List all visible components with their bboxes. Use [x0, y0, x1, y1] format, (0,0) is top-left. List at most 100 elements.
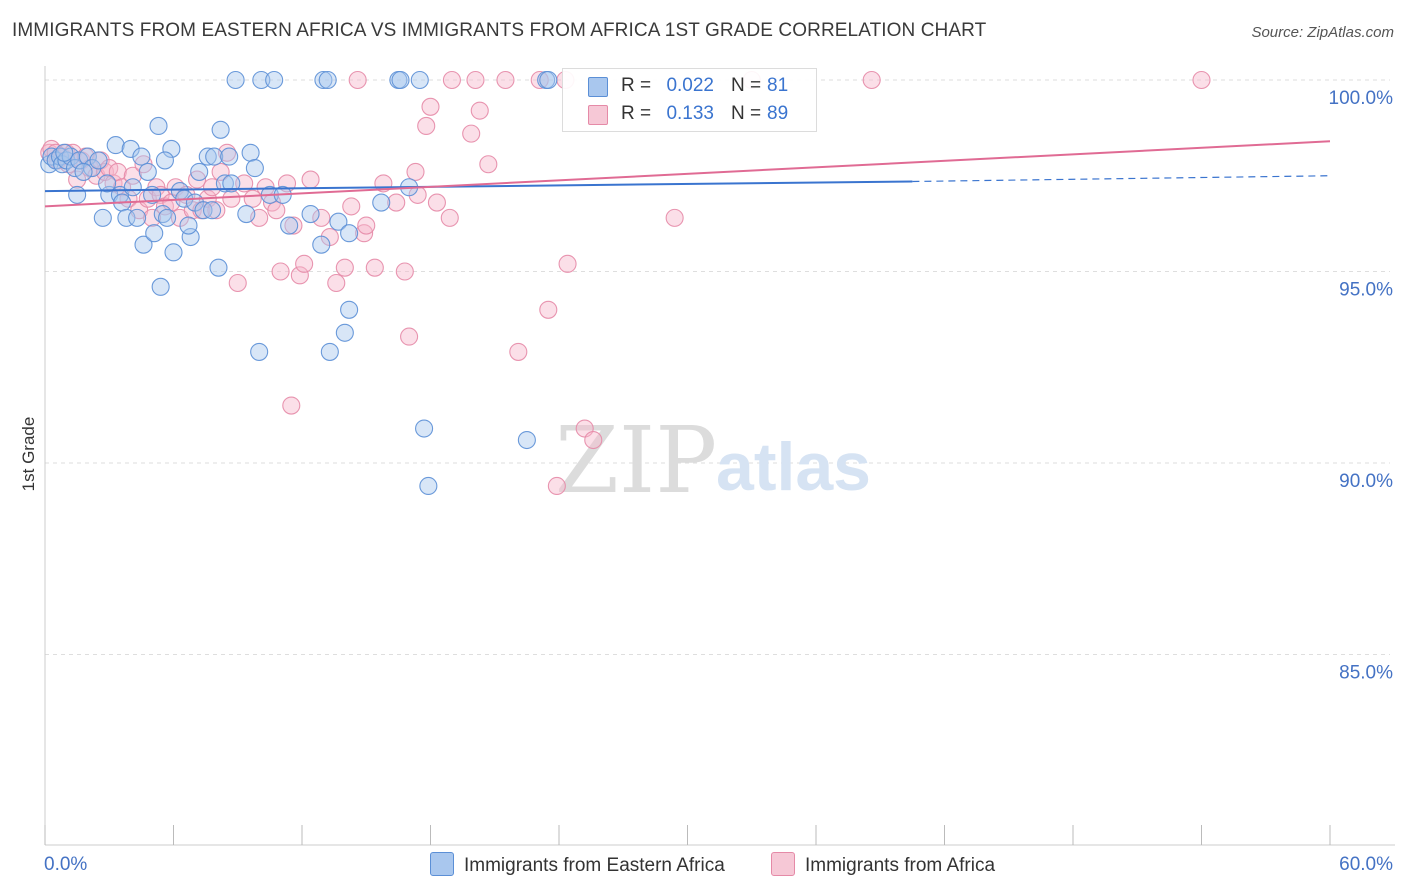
y-tick-label: 100.0%: [1329, 88, 1394, 109]
point-africa: [665, 208, 684, 227]
legend-n-value: 89: [767, 103, 789, 124]
point-eastern-africa: [181, 227, 200, 247]
point-eastern-africa: [138, 162, 157, 181]
point-africa: [440, 208, 459, 227]
point-eastern-africa: [93, 208, 112, 227]
point-africa: [462, 124, 481, 143]
point-africa: [342, 197, 361, 216]
point-africa: [335, 258, 354, 277]
point-eastern-africa: [211, 120, 230, 139]
point-africa: [509, 342, 528, 361]
point-africa: [207, 201, 226, 220]
trend-line-eastern-africa-extension: [912, 175, 1331, 183]
x-tick-label: 60.0%: [1339, 854, 1393, 875]
source-label: Source: ZipAtlas.com: [1251, 24, 1394, 41]
point-africa: [143, 208, 162, 227]
point-eastern-africa: [145, 224, 164, 243]
point-eastern-africa: [250, 342, 269, 361]
stats-legend: R = 0.022 N = 81 R = 0.133 N = 89: [562, 68, 817, 132]
point-africa: [188, 170, 207, 189]
point-africa: [355, 224, 374, 243]
point-eastern-africa: [241, 143, 260, 162]
point-eastern-africa: [203, 201, 222, 220]
point-africa: [267, 201, 286, 220]
point-eastern-africa: [155, 151, 174, 170]
bottom-legend-swatch-pink: [771, 852, 795, 876]
point-africa: [547, 476, 566, 496]
point-eastern-africa: [74, 162, 93, 181]
legend-n-label: N =: [731, 75, 762, 96]
point-africa: [357, 216, 376, 235]
point-africa: [421, 97, 440, 116]
point-eastern-africa: [205, 147, 224, 166]
y-tick-label: 90.0%: [1339, 471, 1393, 492]
series-africa-points: [40, 70, 1211, 496]
point-africa: [104, 174, 123, 193]
trend-line-eastern-africa: [44, 180, 913, 193]
point-africa: [427, 193, 446, 212]
y-tick-label: 95.0%: [1339, 280, 1393, 301]
y-axis-label: 1st Grade: [19, 417, 38, 492]
point-eastern-africa: [301, 205, 320, 224]
point-eastern-africa: [252, 70, 271, 90]
chart-title: IMMIGRANTS FROM EASTERN AFRICA VS IMMIGR…: [12, 20, 987, 41]
point-africa: [395, 262, 414, 281]
point-eastern-africa: [320, 342, 339, 361]
point-africa: [228, 273, 247, 293]
legend-r-label: R =: [621, 103, 652, 124]
point-eastern-africa: [179, 216, 198, 235]
point-eastern-africa: [190, 162, 209, 181]
bottom-legend-eastern-africa: Immigrants from Eastern Africa: [430, 852, 725, 877]
point-africa: [1192, 70, 1211, 90]
point-africa: [470, 101, 489, 120]
point-eastern-africa: [340, 300, 359, 319]
point-africa: [466, 70, 485, 90]
point-eastern-africa: [134, 235, 153, 254]
point-africa: [327, 273, 346, 293]
watermark: ZIP atlas: [555, 407, 871, 514]
point-eastern-africa: [68, 185, 87, 204]
legend-r-label: R =: [621, 75, 652, 96]
legend-swatch-pink: [588, 105, 608, 125]
point-eastern-africa: [517, 430, 536, 450]
point-africa: [348, 70, 367, 90]
axes: [44, 66, 1395, 846]
point-africa: [442, 70, 461, 90]
point-eastern-africa: [265, 70, 284, 90]
y-tick-label: 85.0%: [1339, 663, 1393, 684]
point-africa: [496, 70, 515, 90]
legend-r-value: 0.022: [666, 75, 714, 96]
point-eastern-africa: [372, 193, 391, 212]
tick-labels: 100.0% 95.0% 90.0% 85.0% 0.0% 60.0%: [44, 88, 1393, 875]
point-eastern-africa: [335, 323, 354, 342]
point-eastern-africa: [89, 151, 108, 170]
point-africa: [271, 262, 290, 281]
watermark-atlas: atlas: [716, 429, 871, 505]
legend-row-eastern-africa: R = 0.022 N = 81: [563, 73, 816, 99]
point-eastern-africa: [539, 70, 558, 90]
point-eastern-africa: [55, 143, 74, 162]
point-africa: [406, 162, 425, 181]
point-eastern-africa: [220, 147, 239, 166]
legend-swatch-blue: [588, 77, 608, 97]
point-eastern-africa: [318, 70, 337, 90]
point-eastern-africa: [245, 159, 264, 178]
point-africa: [222, 189, 241, 208]
point-eastern-africa: [162, 139, 181, 158]
point-africa: [365, 258, 384, 277]
point-africa: [282, 396, 301, 415]
trend-lines: [44, 140, 1331, 208]
point-africa: [211, 162, 230, 181]
point-africa: [290, 266, 309, 285]
point-africa: [68, 170, 87, 189]
point-eastern-africa: [83, 159, 102, 178]
point-africa: [479, 155, 498, 174]
bottom-legend-africa: Immigrants from Africa: [771, 852, 995, 877]
point-eastern-africa: [280, 216, 299, 235]
point-eastern-africa: [117, 208, 136, 227]
point-eastern-africa: [415, 419, 434, 438]
x-tick-label: 0.0%: [44, 854, 87, 875]
point-africa: [312, 208, 331, 227]
point-eastern-africa: [312, 235, 331, 254]
